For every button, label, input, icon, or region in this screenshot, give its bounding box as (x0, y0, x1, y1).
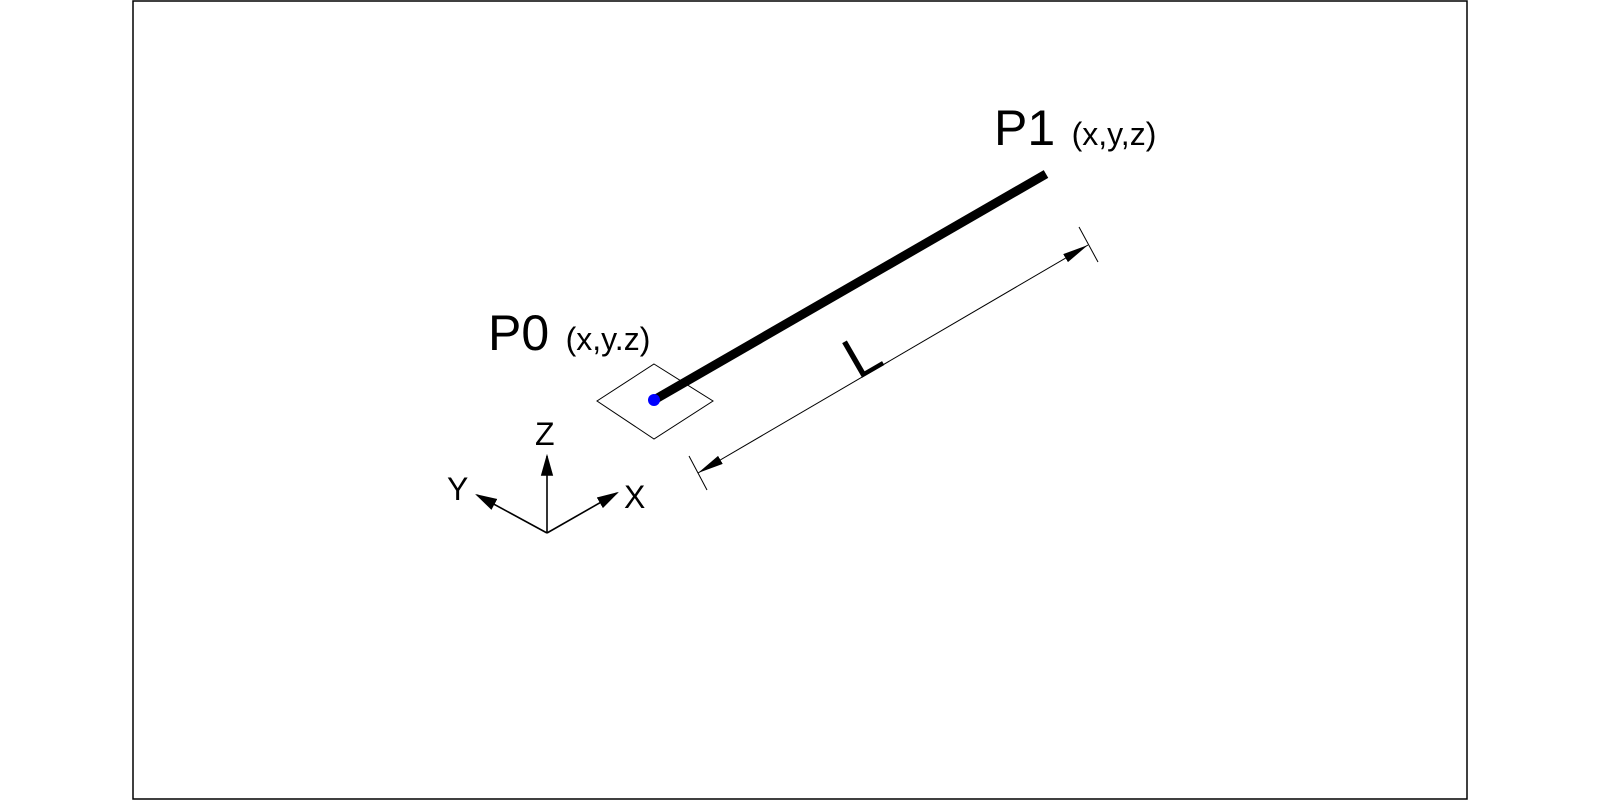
y-axis-arrow (475, 493, 548, 534)
z-axis-label: Z (535, 416, 555, 452)
p1-coords: (x,y,z) (1072, 116, 1157, 152)
p0-coords: (x,y.z) (566, 321, 651, 357)
base-plate (596, 363, 714, 440)
base-point-p0 (648, 394, 660, 406)
x-axis-label: X (624, 479, 645, 515)
dimension-line (697, 244, 1089, 474)
p1-label: P1 (x,y,z) (994, 100, 1156, 156)
length-label: L (832, 319, 892, 391)
axis-triad: Z X Y (447, 416, 645, 534)
drawing-frame (132, 0, 1468, 800)
x-axis-arrow (546, 491, 619, 534)
dimension-tick-end (1078, 226, 1099, 263)
p1-name: P1 (994, 100, 1055, 156)
dimension-l (688, 226, 1099, 491)
p0-name: P0 (488, 305, 549, 361)
p0-label: P0 (x,y.z) (488, 305, 650, 361)
y-axis-label: Y (447, 471, 468, 507)
